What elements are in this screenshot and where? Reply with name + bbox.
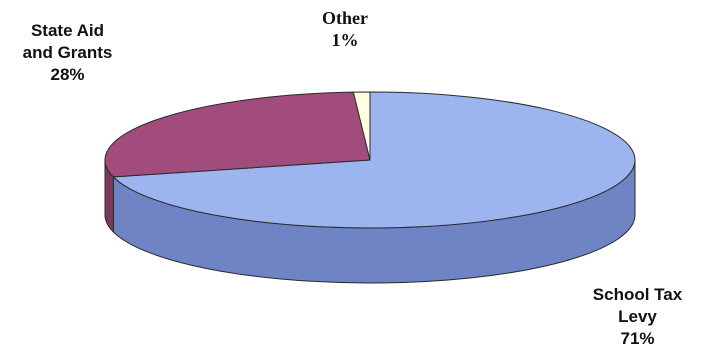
label-state-aid-line2: and Grants xyxy=(22,43,113,62)
label-state-aid-percent: 28% xyxy=(50,65,85,84)
pie-slice-other xyxy=(352,91,371,161)
label-school-tax-levy: School Tax Levy 71% xyxy=(570,284,702,350)
label-other-line1: Other xyxy=(322,8,368,28)
pie-slice-school-tax-levy xyxy=(112,91,636,229)
label-state-aid-and-grants: State Aid and Grants 28% xyxy=(0,20,135,86)
label-other: Other 1% xyxy=(300,7,390,51)
label-other-percent: 1% xyxy=(331,30,359,50)
label-school-tax-line2: Levy xyxy=(618,307,657,326)
label-state-aid-line1: State Aid xyxy=(30,21,105,40)
pie-slice-state-aid-and-grants xyxy=(104,91,371,178)
label-school-tax-line1: School Tax xyxy=(592,285,683,304)
label-school-tax-percent: 71% xyxy=(620,329,655,348)
